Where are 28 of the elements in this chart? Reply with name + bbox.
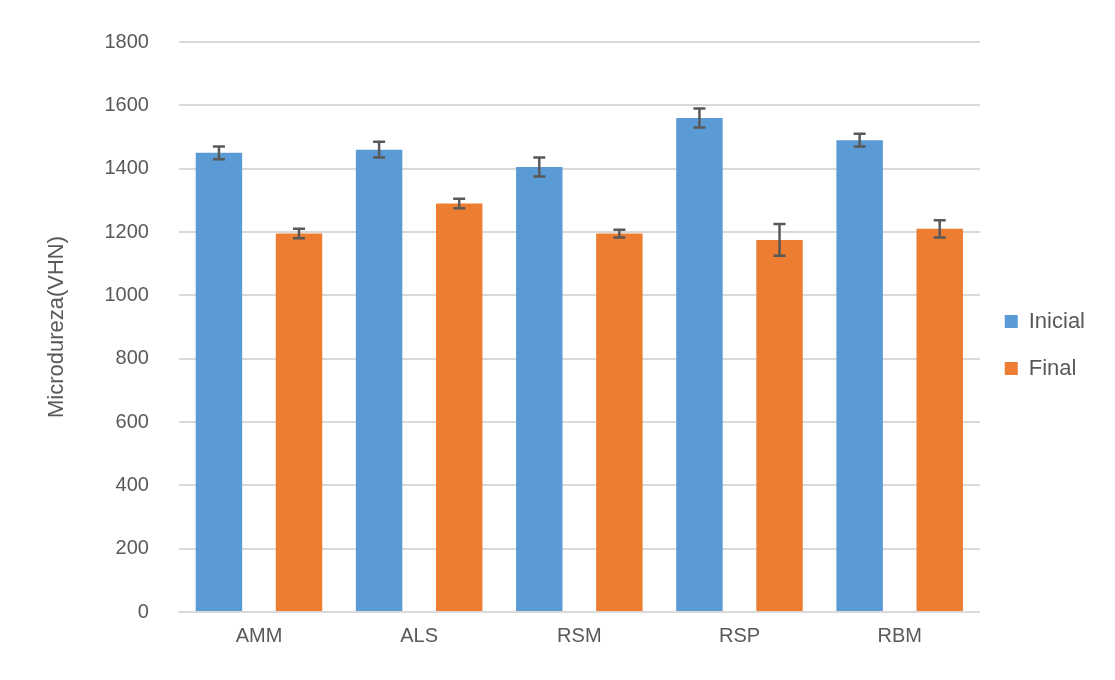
bar bbox=[596, 233, 643, 611]
y-tick-label: 0 bbox=[137, 599, 149, 622]
x-tick-label: RBM bbox=[877, 623, 922, 646]
y-tick-label: 800 bbox=[115, 346, 149, 369]
legend-label: Final bbox=[1028, 354, 1077, 380]
y-tick-label: 600 bbox=[115, 409, 149, 432]
bar bbox=[355, 149, 403, 611]
x-tick-label: RSP bbox=[718, 623, 761, 646]
y-tick-label: 1400 bbox=[104, 156, 149, 179]
legend-label: Inicial bbox=[1028, 307, 1085, 333]
bar bbox=[756, 239, 803, 611]
y-tick-label: 400 bbox=[115, 472, 149, 495]
bar bbox=[275, 233, 323, 611]
bar bbox=[836, 140, 883, 611]
bar bbox=[916, 228, 963, 611]
y-tick-label: 1000 bbox=[104, 282, 149, 305]
y-axis-title: Microdureza(VHN) bbox=[43, 235, 69, 419]
bar bbox=[195, 152, 243, 611]
bar bbox=[435, 203, 483, 611]
y-tick-label: 1800 bbox=[104, 29, 149, 52]
x-tick-label: ALS bbox=[400, 623, 439, 646]
y-tick-label: 1200 bbox=[104, 219, 149, 242]
y-tick-label: 200 bbox=[115, 536, 149, 559]
bar bbox=[676, 118, 723, 611]
x-tick-label: RSM bbox=[557, 623, 602, 646]
y-tick-label: 1600 bbox=[104, 92, 149, 115]
x-tick-label: AMM bbox=[235, 623, 283, 646]
bar bbox=[516, 167, 563, 611]
